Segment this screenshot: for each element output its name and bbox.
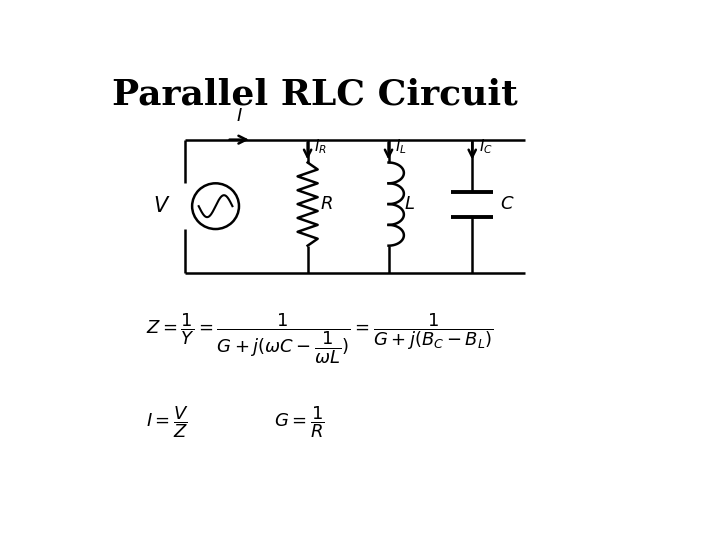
Text: $\mathit{I}_C$: $\mathit{I}_C$: [479, 138, 492, 156]
Text: $\mathit{I}_L$: $\mathit{I}_L$: [395, 138, 407, 156]
Text: $\mathit{V}$: $\mathit{V}$: [153, 196, 171, 216]
Text: $\mathit{L}$: $\mathit{L}$: [404, 195, 415, 213]
Text: $\mathit{R}$: $\mathit{R}$: [320, 195, 333, 213]
Text: $G = \dfrac{1}{R}$: $G = \dfrac{1}{R}$: [274, 404, 325, 440]
Text: $\mathit{I}$: $\mathit{I}$: [236, 107, 243, 125]
Text: $\mathit{C}$: $\mathit{C}$: [500, 195, 515, 213]
Text: Parallel RLC Circuit: Parallel RLC Circuit: [112, 77, 518, 111]
Text: $Z = \dfrac{1}{Y} = \dfrac{1}{G + j(\omega C - \dfrac{1}{\omega L})} = \dfrac{1}: $Z = \dfrac{1}{Y} = \dfrac{1}{G + j(\ome…: [145, 312, 494, 366]
Text: $I = \dfrac{V}{Z}$: $I = \dfrac{V}{Z}$: [145, 404, 189, 440]
Text: $\mathit{I}_R$: $\mathit{I}_R$: [315, 138, 327, 156]
